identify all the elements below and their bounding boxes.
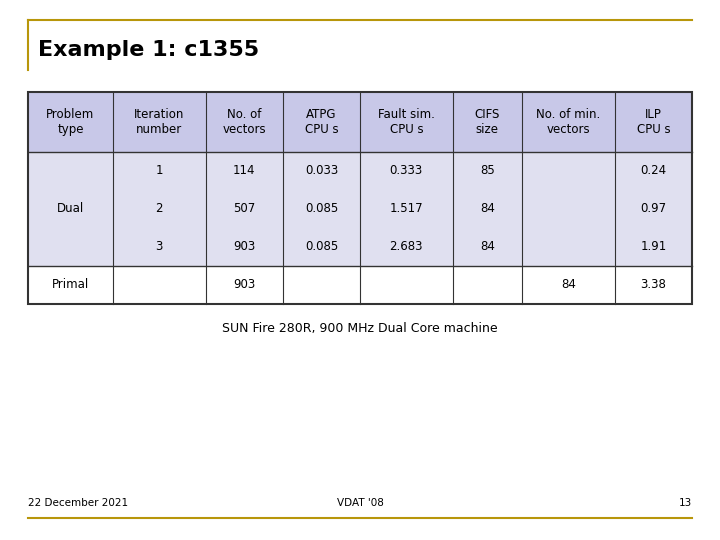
Bar xyxy=(615,152,692,190)
Bar xyxy=(206,266,283,304)
Text: ATPG
CPU s: ATPG CPU s xyxy=(305,108,338,136)
Bar xyxy=(283,266,360,304)
Bar xyxy=(453,152,522,190)
Text: 903: 903 xyxy=(233,240,256,253)
Bar xyxy=(28,92,692,304)
Text: 3.38: 3.38 xyxy=(641,279,666,292)
Bar xyxy=(453,190,522,228)
Bar xyxy=(206,92,283,152)
Bar xyxy=(28,228,113,266)
Bar xyxy=(283,228,360,266)
Bar xyxy=(360,92,453,152)
Text: 507: 507 xyxy=(233,202,256,215)
Bar xyxy=(615,92,692,152)
Text: No. of min.
vectors: No. of min. vectors xyxy=(536,108,600,136)
Text: SUN Fire 280R, 900 MHz Dual Core machine: SUN Fire 280R, 900 MHz Dual Core machine xyxy=(222,322,498,335)
Bar xyxy=(206,228,283,266)
Text: 22 December 2021: 22 December 2021 xyxy=(28,498,128,508)
Text: Primal: Primal xyxy=(52,279,89,292)
Bar xyxy=(360,190,453,228)
Bar xyxy=(206,190,283,228)
Bar xyxy=(28,266,113,304)
Text: 1: 1 xyxy=(156,165,163,178)
Bar xyxy=(283,152,360,190)
Bar xyxy=(113,266,206,304)
Bar xyxy=(615,190,692,228)
Bar xyxy=(113,190,206,228)
Bar xyxy=(28,152,113,190)
Text: VDAT '08: VDAT '08 xyxy=(336,498,384,508)
Text: 13: 13 xyxy=(679,498,692,508)
Bar xyxy=(615,228,692,266)
Text: 0.97: 0.97 xyxy=(640,202,667,215)
Bar xyxy=(28,92,113,152)
Bar xyxy=(28,190,113,228)
Bar xyxy=(522,152,615,190)
Bar xyxy=(522,190,615,228)
Text: 84: 84 xyxy=(561,279,576,292)
Bar xyxy=(453,228,522,266)
Bar xyxy=(360,152,453,190)
Text: Fault sim.
CPU s: Fault sim. CPU s xyxy=(378,108,435,136)
Text: 1.91: 1.91 xyxy=(640,240,667,253)
Bar xyxy=(283,190,360,228)
Text: 2: 2 xyxy=(156,202,163,215)
Bar xyxy=(113,92,206,152)
Bar xyxy=(453,92,522,152)
Bar xyxy=(522,228,615,266)
Text: 1.517: 1.517 xyxy=(390,202,423,215)
Text: 114: 114 xyxy=(233,165,256,178)
Bar xyxy=(453,266,522,304)
Bar xyxy=(360,228,453,266)
Bar xyxy=(206,152,283,190)
Text: 903: 903 xyxy=(233,279,256,292)
Text: 84: 84 xyxy=(480,240,495,253)
Bar xyxy=(113,152,206,190)
Text: Dual: Dual xyxy=(57,202,84,215)
Text: Problem
type: Problem type xyxy=(46,108,94,136)
Bar xyxy=(360,266,453,304)
Text: 0.333: 0.333 xyxy=(390,165,423,178)
Text: 84: 84 xyxy=(480,202,495,215)
Text: 2.683: 2.683 xyxy=(390,240,423,253)
Text: 0.085: 0.085 xyxy=(305,240,338,253)
Bar xyxy=(522,92,615,152)
Bar xyxy=(113,228,206,266)
Bar xyxy=(522,266,615,304)
Text: 0.085: 0.085 xyxy=(305,202,338,215)
Bar xyxy=(615,266,692,304)
Text: ILP
CPU s: ILP CPU s xyxy=(636,108,670,136)
Bar xyxy=(283,92,360,152)
Text: 85: 85 xyxy=(480,165,495,178)
Text: 0.033: 0.033 xyxy=(305,165,338,178)
Text: No. of
vectors: No. of vectors xyxy=(222,108,266,136)
Text: 0.24: 0.24 xyxy=(640,165,667,178)
Text: 3: 3 xyxy=(156,240,163,253)
Text: CIFS
size: CIFS size xyxy=(474,108,500,136)
Text: Iteration
number: Iteration number xyxy=(134,108,184,136)
Text: Example 1: c1355: Example 1: c1355 xyxy=(38,40,259,60)
